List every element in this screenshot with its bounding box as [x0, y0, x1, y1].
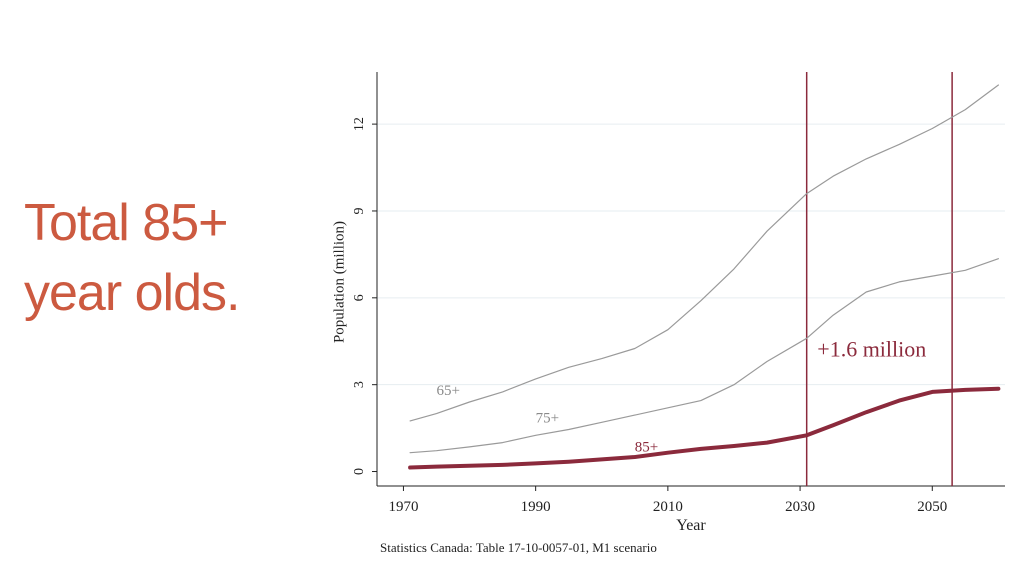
- x-tick-label-1970: 1970: [388, 499, 418, 515]
- series-label-65plus: 65+: [436, 383, 459, 399]
- series-label-75plus: 75+: [536, 410, 559, 426]
- series-line-85plus: [408, 386, 1001, 470]
- y-tick-label-6: 6: [352, 294, 367, 301]
- x-tick-label-2010: 2010: [653, 499, 683, 515]
- x-tick-label-2050: 2050: [917, 499, 947, 515]
- y-tick-label-12: 12: [352, 117, 367, 131]
- series-label-85plus: 85+: [635, 439, 658, 455]
- y-tick-label-0: 0: [352, 468, 367, 475]
- x-axis-title: Year: [676, 517, 706, 534]
- headline: Total 85+ year olds.: [24, 188, 324, 328]
- y-axis-title: Population (million): [331, 221, 347, 343]
- x-tick-label-1990: 1990: [521, 499, 551, 515]
- y-tick-label-9: 9: [352, 207, 367, 214]
- y-tick-label-3: 3: [352, 381, 367, 388]
- source-note: Statistics Canada: Table 17-10-0057-01, …: [380, 540, 657, 555]
- series-line-65plus: [409, 84, 1000, 422]
- series-line-75plus: [409, 258, 1000, 454]
- annotation-increase: +1.6 million: [817, 337, 926, 362]
- x-tick-label-2030: 2030: [785, 499, 815, 515]
- headline-line-1: Total 85+: [24, 194, 229, 252]
- headline-line-2: year olds.: [24, 264, 240, 322]
